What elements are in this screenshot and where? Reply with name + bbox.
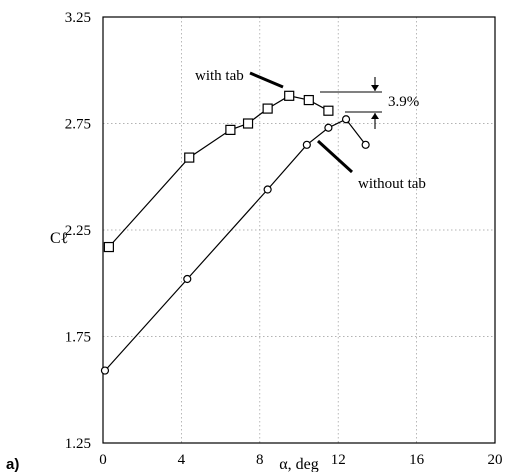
difference-annotation: 3.9%: [320, 77, 419, 129]
without-tab-annotation: without tab: [316, 139, 426, 192]
difference-label: 3.9%: [388, 94, 419, 110]
x-tick-labels: 0 4 8 12 16 20: [99, 452, 502, 468]
with-tab-pointer: [249, 71, 284, 89]
grid-lines: [103, 17, 495, 443]
with-tab-annotation: with tab: [195, 68, 284, 89]
x-tick-label: 0: [99, 452, 107, 468]
y-tick-label: 1.75: [65, 330, 91, 346]
data-point-circle: [324, 123, 333, 132]
data-series: [100, 90, 370, 375]
y-tick-label: 1.25: [65, 436, 91, 452]
x-tick-label: 12: [331, 452, 346, 468]
difference-arrowhead-lower: [371, 113, 379, 119]
series-square: [103, 90, 334, 253]
data-point-square: [225, 124, 236, 135]
x-tick-label: 8: [256, 452, 264, 468]
series-line: [108, 95, 329, 248]
y-tick-labels: 1.25 1.75 2.25 2.75 3.25: [65, 10, 91, 452]
data-point-square: [284, 90, 295, 101]
y-tick-label: 2.25: [65, 223, 91, 239]
data-point-circle: [361, 140, 370, 149]
with-tab-label: with tab: [195, 68, 244, 84]
data-point-square: [303, 94, 314, 106]
without-tab-pointer: [316, 139, 354, 174]
plot-frame: [102, 16, 496, 444]
x-tick-label: 20: [488, 452, 503, 468]
series-circle: [100, 115, 370, 375]
data-point-circle: [263, 185, 272, 194]
data-point-square: [184, 152, 195, 163]
data-point-square: [262, 103, 273, 114]
series-line: [104, 118, 367, 372]
panel-label: a): [6, 456, 19, 472]
without-tab-label: without tab: [358, 176, 426, 192]
data-point-square: [242, 118, 254, 129]
y-tick-label: 2.75: [65, 117, 91, 133]
data-point-circle: [100, 366, 110, 375]
data-point-circle: [302, 140, 311, 149]
data-point-square: [103, 241, 114, 253]
difference-arrowhead-upper: [371, 85, 379, 91]
data-point-square: [323, 105, 334, 116]
x-axis-label: α, deg: [279, 456, 318, 472]
data-point-circle: [183, 274, 192, 284]
y-tick-label: 3.25: [65, 10, 91, 26]
y-axis-label: Cℓ: [50, 230, 69, 247]
data-point-circle: [341, 115, 351, 124]
x-tick-label: 16: [409, 452, 425, 468]
x-tick-label: 4: [178, 452, 186, 468]
